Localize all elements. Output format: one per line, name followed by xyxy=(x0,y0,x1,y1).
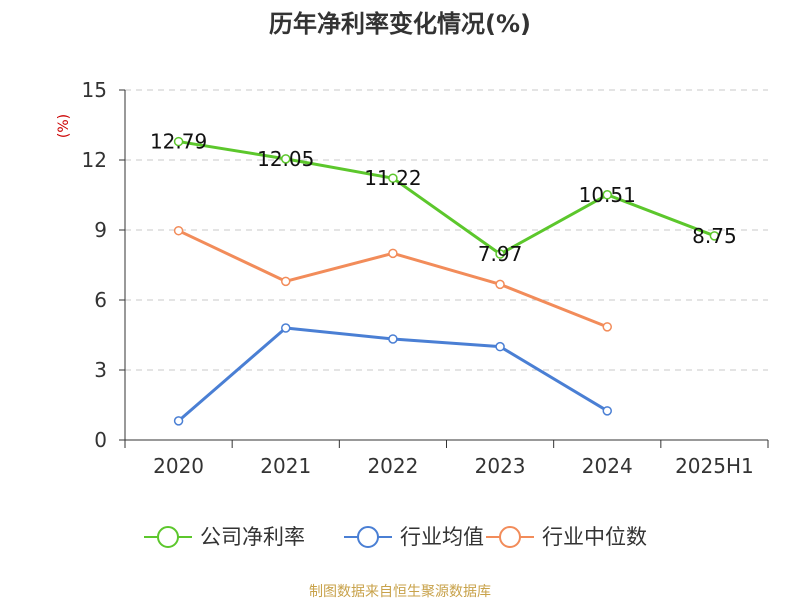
x-tick-label: 2025H1 xyxy=(675,454,754,478)
series-point xyxy=(173,225,184,236)
x-tick-label: 2023 xyxy=(475,454,526,478)
series-point xyxy=(281,323,291,333)
x-tick-label: 2022 xyxy=(367,454,418,478)
series-point xyxy=(388,334,398,344)
y-tick-label: 0 xyxy=(94,428,107,452)
y-tick-label: 3 xyxy=(94,358,107,382)
data-label: 12.79 xyxy=(150,130,207,154)
y-tick-label: 12 xyxy=(82,148,107,172)
series-line xyxy=(178,140,715,256)
series-point xyxy=(709,231,720,241)
legend-item[interactable]: 行业均值 xyxy=(344,525,484,549)
y-tick-label: 9 xyxy=(94,218,107,242)
x-tick-label: 2024 xyxy=(582,454,633,478)
series-point xyxy=(173,416,184,426)
legend-item[interactable]: 公司净利率 xyxy=(144,525,305,549)
chart-title: 历年净利率变化情况(%) xyxy=(269,10,531,38)
series-point xyxy=(281,154,291,164)
series-point xyxy=(388,248,398,259)
legend-marker-icon xyxy=(357,526,379,548)
axes: 0 3 6 9 12 15 2020 2021 2022 2023 2024 2025H1 xyxy=(82,78,769,478)
legend-marker-icon xyxy=(499,526,521,548)
legend-label: 行业中位数 xyxy=(542,525,647,549)
series-point xyxy=(602,190,612,200)
legend-label: 行业均值 xyxy=(400,525,484,549)
series-layer xyxy=(173,136,720,426)
series-point xyxy=(388,173,398,183)
data-label: 10.51 xyxy=(579,183,636,207)
grid-lines xyxy=(125,89,768,371)
data-label: 7.97 xyxy=(478,242,523,266)
series-line xyxy=(177,229,608,329)
data-label: 11.22 xyxy=(364,166,421,190)
legend-item[interactable]: 行业中位数 xyxy=(486,525,647,549)
series-point xyxy=(281,276,291,287)
series-point xyxy=(173,136,184,147)
series-point xyxy=(602,322,612,332)
series-point xyxy=(495,249,505,259)
source-note: 制图数据来自恒生聚源数据库 xyxy=(309,584,491,600)
series-point xyxy=(495,341,505,352)
legend[interactable]: 公司净利率 行业均值 行业中位数 xyxy=(144,525,647,549)
data-labels: 12.79 12.05 11.22 7.97 10.51 8.75 xyxy=(150,130,737,266)
series-point xyxy=(602,406,612,416)
y-tick-label: 6 xyxy=(94,288,107,312)
x-tick-label: 2021 xyxy=(260,454,311,478)
y-tick-label: 15 xyxy=(82,78,107,102)
y-axis-label: (%) xyxy=(56,114,72,138)
legend-label: 公司净利率 xyxy=(200,525,305,549)
data-label: 12.05 xyxy=(257,147,314,171)
series-point xyxy=(495,279,505,290)
x-tick-label: 2020 xyxy=(153,454,204,478)
legend-marker-icon xyxy=(157,526,179,548)
data-label: 8.75 xyxy=(692,224,737,248)
